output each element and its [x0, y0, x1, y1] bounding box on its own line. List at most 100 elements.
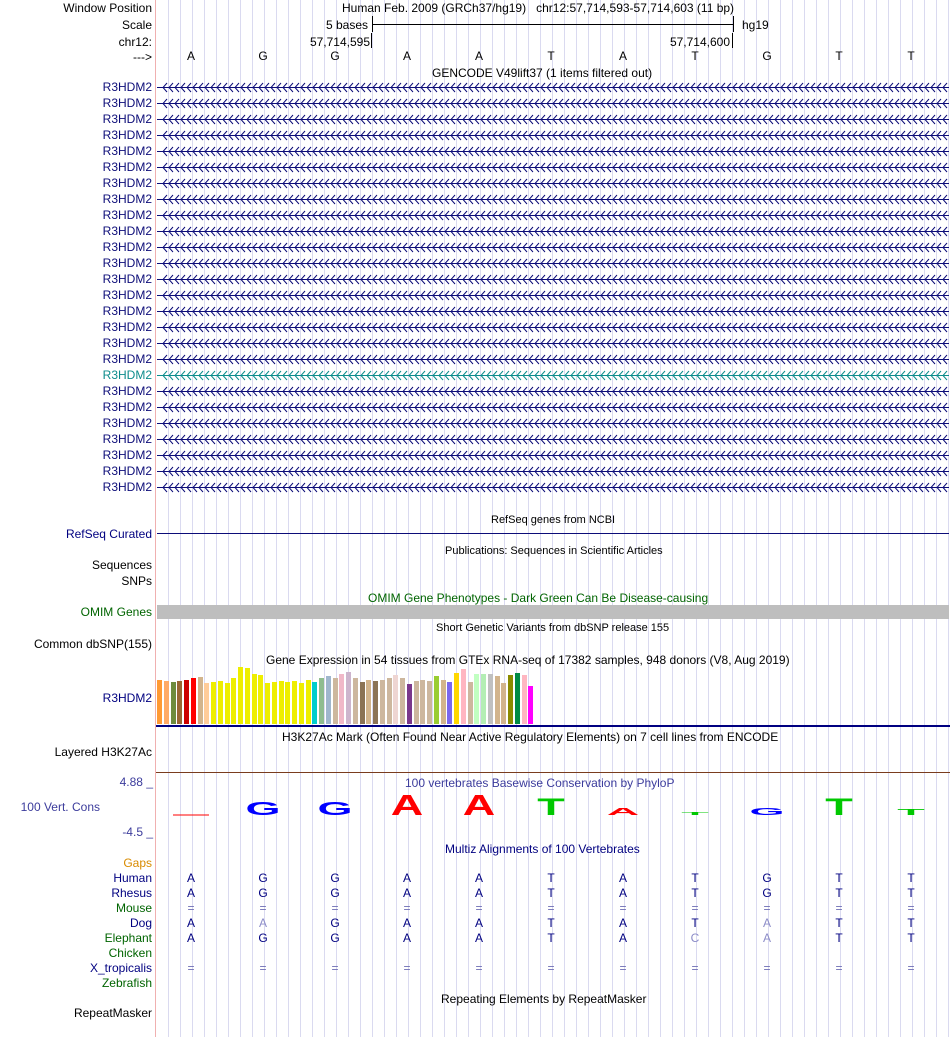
- conservation-base-glyph[interactable]: A: [391, 790, 423, 822]
- gtex-tissue-bar[interactable]: [238, 667, 243, 724]
- gencode-transcript-strand[interactable]: [157, 401, 949, 414]
- multiz-species-label[interactable]: Dog: [129, 916, 152, 930]
- gtex-tissue-bar[interactable]: [211, 681, 216, 724]
- conservation-base-glyph[interactable]: A: [463, 790, 495, 822]
- gencode-item-label[interactable]: R3HDM2: [102, 128, 152, 142]
- gtex-tissue-bar[interactable]: [386, 678, 392, 724]
- gencode-item-label[interactable]: R3HDM2: [102, 400, 152, 414]
- gtex-tissue-bar[interactable]: [204, 682, 210, 724]
- gencode-item-label[interactable]: R3HDM2: [102, 336, 152, 350]
- sequences-label[interactable]: Sequences: [91, 558, 152, 572]
- gtex-tissue-bar[interactable]: [325, 676, 331, 724]
- gencode-transcript-strand[interactable]: [157, 129, 949, 142]
- conservation-base-glyph[interactable]: G: [750, 805, 785, 817]
- gtex-tissue-bar[interactable]: [420, 679, 426, 724]
- gencode-transcript-strand[interactable]: [157, 369, 949, 382]
- gtex-tissue-bar[interactable]: [447, 681, 453, 724]
- gtex-tissue-bar[interactable]: [366, 679, 372, 724]
- gencode-transcript-strand[interactable]: [157, 449, 949, 462]
- gencode-transcript-strand[interactable]: [157, 257, 949, 270]
- gencode-transcript-strand[interactable]: [157, 145, 949, 158]
- conservation-base-glyph[interactable]: G: [318, 799, 353, 819]
- gencode-item-label[interactable]: R3HDM2: [102, 288, 152, 302]
- gencode-transcript-strand[interactable]: [157, 273, 949, 286]
- conservation-base-glyph[interactable]: T: [825, 793, 852, 820]
- gencode-transcript-strand[interactable]: [157, 225, 949, 238]
- gencode-item-label[interactable]: R3HDM2: [102, 304, 152, 318]
- gtex-tissue-bar[interactable]: [481, 673, 486, 724]
- gtex-tissue-bar[interactable]: [346, 671, 351, 724]
- snps-label[interactable]: SNPs: [121, 574, 152, 588]
- gaps-label[interactable]: Gaps: [123, 856, 152, 870]
- conservation-base-glyph[interactable]: T: [897, 808, 925, 817]
- gtex-tissue-bar[interactable]: [258, 674, 264, 724]
- conservation-base-glyph[interactable]: T: [681, 811, 709, 816]
- gtex-tissue-bar[interactable]: [244, 668, 250, 724]
- gencode-item-label[interactable]: R3HDM2: [102, 448, 152, 462]
- gtex-tissue-bar[interactable]: [332, 678, 338, 724]
- gtex-tissue-bar[interactable]: [157, 679, 162, 724]
- gencode-item-label[interactable]: R3HDM2: [102, 224, 152, 238]
- gtex-tissue-bar[interactable]: [224, 682, 230, 724]
- refseq-gene-line[interactable]: [157, 533, 949, 534]
- gencode-item-label[interactable]: R3HDM2: [102, 464, 152, 478]
- gtex-tissue-bar[interactable]: [359, 681, 365, 724]
- conservation-label[interactable]: 100 Vert. Cons: [20, 800, 100, 814]
- gencode-item-label[interactable]: R3HDM2: [102, 208, 152, 222]
- dbsnp-label[interactable]: Common dbSNP(155): [33, 637, 152, 651]
- gencode-item-label[interactable]: R3HDM2: [102, 240, 152, 254]
- gencode-item-label[interactable]: R3HDM2: [102, 352, 152, 366]
- gencode-transcript-strand[interactable]: [157, 481, 949, 494]
- gencode-item-label[interactable]: R3HDM2: [102, 480, 152, 494]
- gtex-tissue-bar[interactable]: [292, 680, 297, 724]
- gencode-transcript-strand[interactable]: [157, 241, 949, 254]
- gtex-tissue-bar[interactable]: [427, 680, 432, 724]
- gtex-tissue-bar[interactable]: [265, 682, 270, 724]
- gencode-item-label[interactable]: R3HDM2: [102, 256, 152, 270]
- gtex-tissue-bar[interactable]: [190, 678, 196, 724]
- gencode-item-label[interactable]: R3HDM2: [102, 368, 152, 382]
- multiz-species-label[interactable]: X_tropicalis: [89, 961, 152, 975]
- multiz-species-label[interactable]: Rhesus: [111, 886, 152, 900]
- gtex-tissue-bar[interactable]: [413, 680, 419, 724]
- gencode-transcript-strand[interactable]: [157, 465, 949, 478]
- gencode-transcript-strand[interactable]: [157, 289, 949, 302]
- gtex-tissue-bar[interactable]: [440, 679, 446, 724]
- conservation-base-glyph[interactable]: T: [537, 793, 564, 820]
- multiz-species-label[interactable]: Human: [113, 871, 152, 885]
- gtex-tissue-bar[interactable]: [251, 673, 257, 724]
- gtex-tissue-bar[interactable]: [163, 680, 169, 724]
- gtex-tissue-bar[interactable]: [501, 682, 507, 724]
- position-text[interactable]: chr12:57,714,593-57,714,603 (11 bp): [536, 1, 735, 15]
- conservation-base-glyph[interactable]: G: [246, 799, 281, 819]
- gencode-item-label[interactable]: R3HDM2: [102, 416, 152, 430]
- gencode-item-label[interactable]: R3HDM2: [102, 96, 152, 110]
- gencode-transcript-strand[interactable]: [157, 113, 949, 126]
- gencode-transcript-strand[interactable]: [157, 209, 949, 222]
- gtex-tissue-bar[interactable]: [528, 686, 534, 724]
- gtex-tissue-bar[interactable]: [433, 676, 439, 724]
- gtex-label[interactable]: R3HDM2: [102, 691, 152, 705]
- multiz-species-label[interactable]: Mouse: [115, 901, 152, 915]
- gencode-item-label[interactable]: R3HDM2: [102, 176, 152, 190]
- omim-feature-bar[interactable]: [157, 605, 949, 619]
- gencode-item-label[interactable]: R3HDM2: [102, 384, 152, 398]
- gencode-item-label[interactable]: R3HDM2: [102, 144, 152, 158]
- gencode-item-label[interactable]: R3HDM2: [102, 160, 152, 174]
- gtex-tissue-bar[interactable]: [373, 680, 378, 724]
- gtex-tissue-bar[interactable]: [514, 672, 520, 724]
- conservation-base-glyph[interactable]: A: [607, 805, 639, 817]
- gtex-tissue-bar[interactable]: [352, 678, 358, 724]
- gencode-transcript-strand[interactable]: [157, 193, 949, 206]
- gtex-tissue-bar[interactable]: [217, 680, 223, 724]
- gtex-tissue-bar[interactable]: [474, 673, 480, 724]
- gtex-tissue-bar[interactable]: [312, 681, 318, 724]
- gencode-item-label[interactable]: R3HDM2: [102, 432, 152, 446]
- gencode-transcript-strand[interactable]: [157, 385, 949, 398]
- gtex-tissue-bar[interactable]: [170, 681, 176, 724]
- gtex-tissue-bar[interactable]: [339, 673, 345, 724]
- gtex-tissue-bar[interactable]: [393, 674, 399, 724]
- gencode-transcript-strand[interactable]: [157, 305, 949, 318]
- gencode-transcript-strand[interactable]: [157, 81, 949, 94]
